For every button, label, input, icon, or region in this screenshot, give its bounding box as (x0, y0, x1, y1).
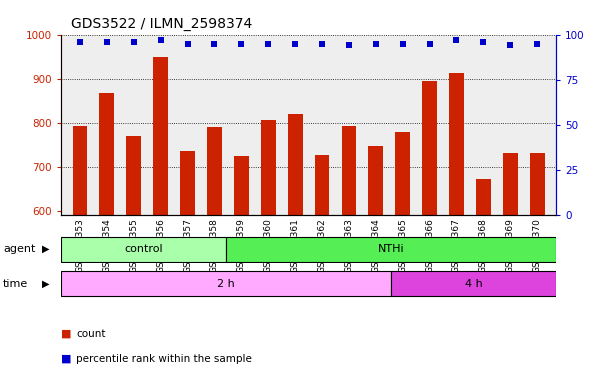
Text: agent: agent (3, 244, 35, 254)
Bar (180, 151, 195, 215)
Text: time: time (3, 279, 28, 289)
Bar (207, 127, 222, 215)
Bar (226, 237, 556, 262)
Text: control: control (124, 244, 163, 254)
Text: GDS3522 / ILMN_2598374: GDS3522 / ILMN_2598374 (71, 17, 252, 31)
Bar (503, 154, 518, 215)
Bar (530, 154, 544, 215)
Bar (288, 114, 302, 215)
Bar (476, 179, 491, 215)
Bar (61, 271, 391, 296)
Bar (73, 126, 87, 215)
Text: 2 h: 2 h (217, 279, 235, 289)
Bar (449, 73, 464, 215)
Bar (100, 93, 114, 215)
Text: count: count (76, 329, 106, 339)
Bar (368, 146, 383, 215)
Bar (153, 58, 168, 215)
Bar (261, 121, 276, 215)
Text: 4 h: 4 h (464, 279, 483, 289)
Bar (422, 81, 437, 215)
Bar (234, 156, 249, 215)
Text: ▶: ▶ (42, 279, 49, 289)
Text: NTHi: NTHi (378, 244, 404, 254)
Text: ■: ■ (61, 329, 71, 339)
Text: ■: ■ (61, 354, 71, 364)
Text: ▶: ▶ (42, 244, 49, 254)
Bar (395, 132, 410, 215)
Bar (315, 155, 329, 215)
Bar (126, 136, 141, 215)
Text: percentile rank within the sample: percentile rank within the sample (76, 354, 252, 364)
Bar (61, 237, 226, 262)
Bar (342, 126, 356, 215)
Bar (391, 271, 556, 296)
